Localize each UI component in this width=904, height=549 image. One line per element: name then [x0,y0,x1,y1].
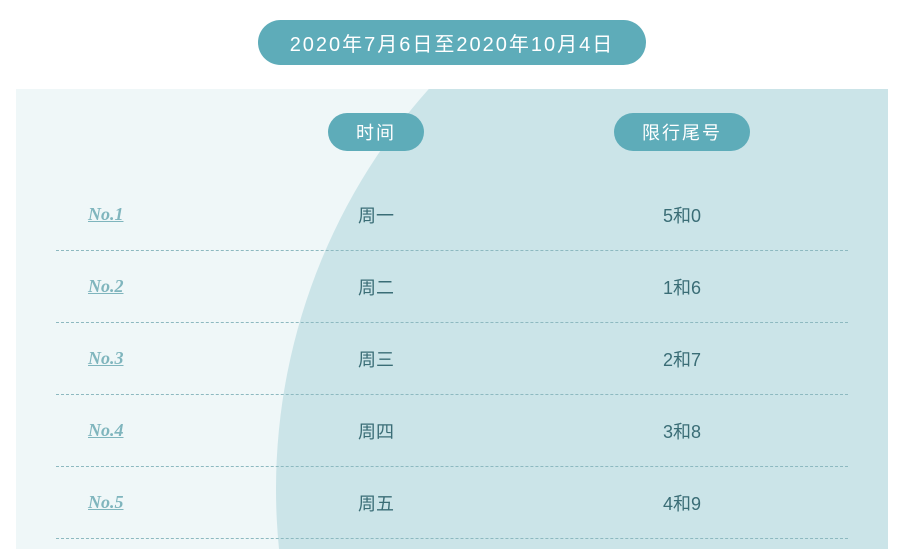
table-row: No.3 周三 2和7 [56,323,848,395]
row-tail: 1和6 [516,274,848,300]
row-tail: 2和7 [516,346,848,372]
date-range-title: 2020年7月6日至2020年10月4日 [258,20,647,65]
table-row: No.2 周二 1和6 [56,251,848,323]
tail-header: 限行尾号 [614,113,750,151]
row-time: 周二 [236,274,516,300]
restriction-table: 时间 限行尾号 No.1 周一 5和0 No.2 周二 1和6 No.3 周三 … [16,89,888,549]
row-tail: 5和0 [516,202,848,228]
row-time: 周一 [236,202,516,228]
row-number: No.5 [56,492,236,513]
table-header-row: 时间 限行尾号 [56,113,848,151]
row-time: 周四 [236,418,516,444]
row-number: No.2 [56,276,236,297]
row-number: No.4 [56,420,236,441]
table-row: No.4 周四 3和8 [56,395,848,467]
table-row: No.1 周一 5和0 [56,179,848,251]
table-row: No.5 周五 4和9 [56,467,848,539]
row-number: No.3 [56,348,236,369]
row-time: 周五 [236,490,516,516]
time-header: 时间 [328,113,424,151]
row-number: No.1 [56,204,236,225]
row-tail: 3和8 [516,418,848,444]
row-tail: 4和9 [516,490,848,516]
row-time: 周三 [236,346,516,372]
